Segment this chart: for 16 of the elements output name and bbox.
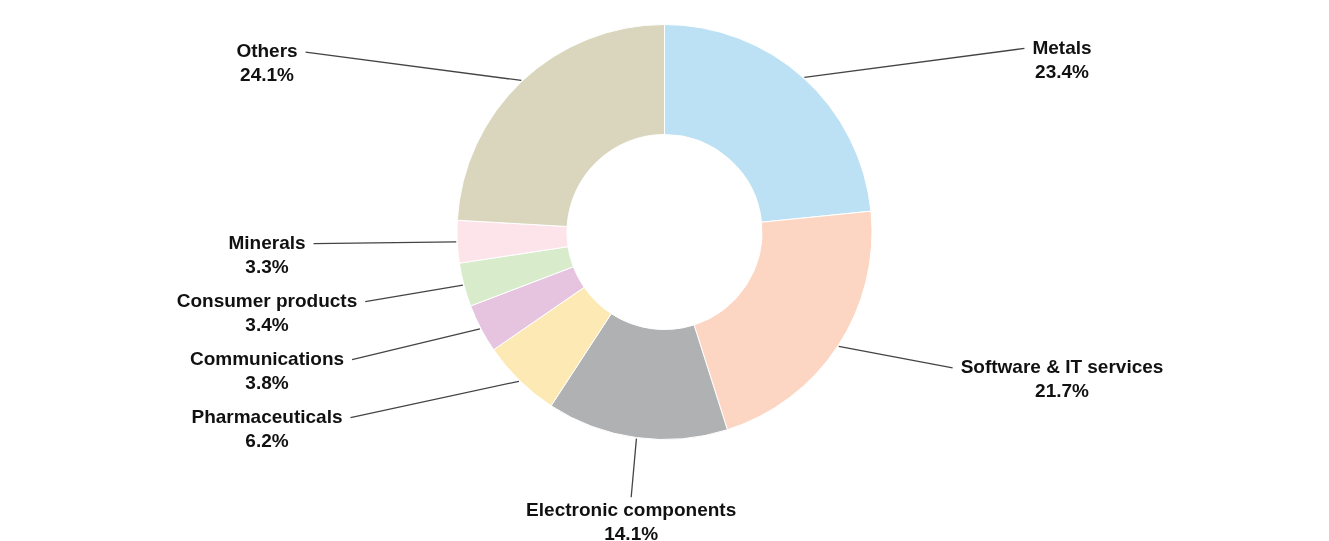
slice-label: Metals xyxy=(1032,36,1092,58)
slice-label: Communications xyxy=(189,347,345,369)
slice-label: Minerals xyxy=(228,231,306,253)
slice-label: Consumer products xyxy=(176,289,358,311)
data-label: 3.4% xyxy=(245,313,289,335)
slice-label: Software & IT services xyxy=(960,356,1164,378)
data-label: 14.1% xyxy=(604,523,659,541)
slice-label: Electronic components xyxy=(526,499,737,521)
data-label: 6.2% xyxy=(245,429,289,451)
data-label: 21.7% xyxy=(1035,380,1090,402)
slice-label: Pharmaceuticals xyxy=(191,405,343,427)
data-label: 3.3% xyxy=(245,255,289,277)
data-label: 3.8% xyxy=(245,371,289,393)
data-label: 23.4% xyxy=(1035,60,1090,82)
slice-label: Others xyxy=(236,40,298,62)
data-label: 24.1% xyxy=(240,64,295,86)
